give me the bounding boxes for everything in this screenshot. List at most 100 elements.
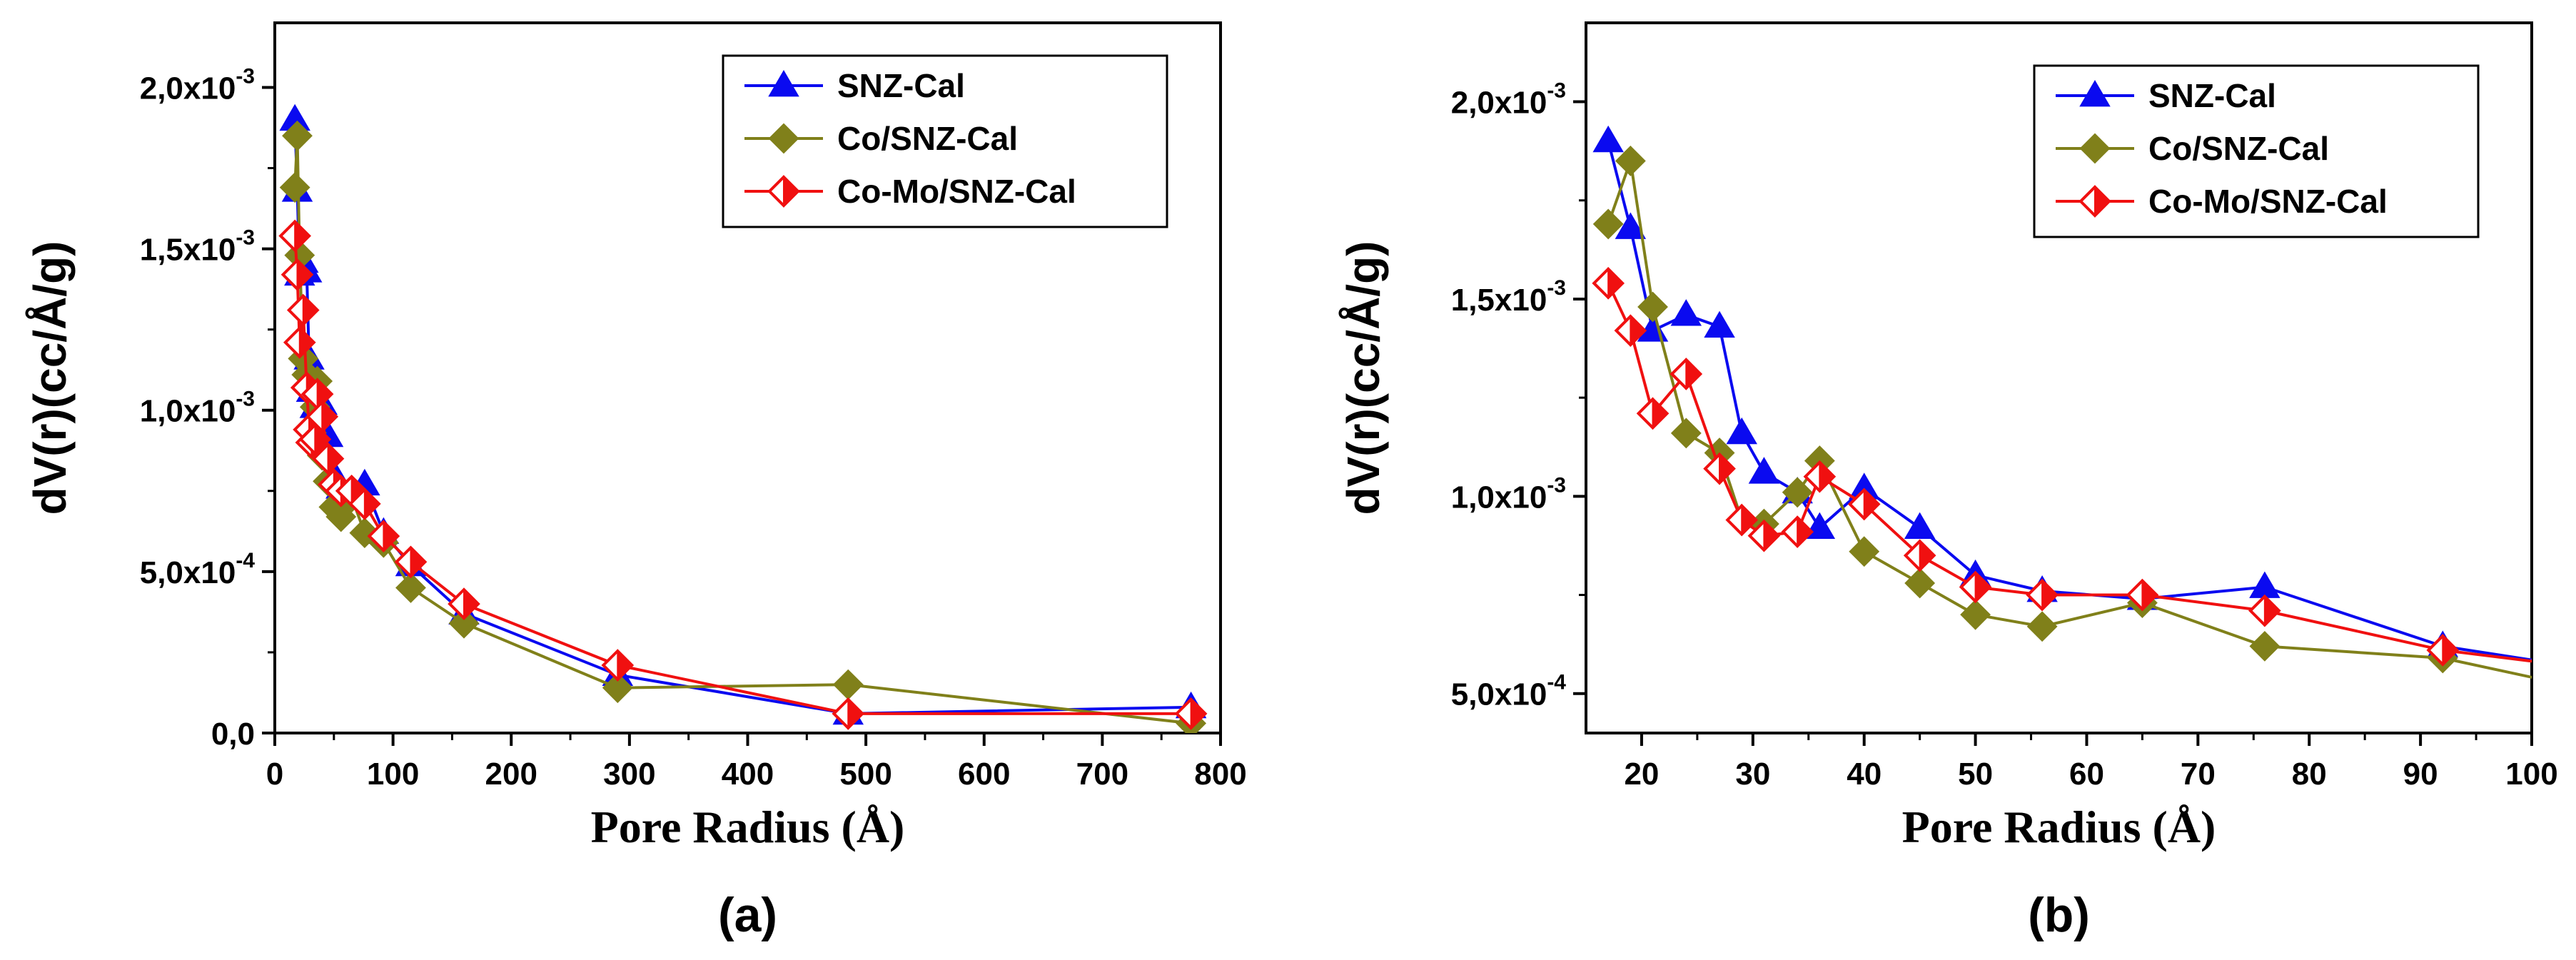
marker-triangle [1670, 299, 1702, 326]
marker-half-diamond [448, 587, 480, 620]
x-tick-label: 100 [367, 757, 419, 792]
marker-triangle [1592, 125, 1624, 153]
legend-label: Co/SNZ-Cal [2148, 130, 2329, 167]
x-tick-label: 700 [1076, 757, 1128, 792]
legend: SNZ-Cal Co/SNZ-Cal Co-Mo/SNZ-Cal [722, 54, 1168, 228]
marker-diamond [279, 172, 310, 203]
marker-triangle [768, 70, 799, 97]
marker-half-diamond [1670, 358, 1703, 390]
series-co-mo-snz-cal [278, 219, 1208, 730]
x-tick-label: 600 [958, 757, 1010, 792]
y-tick-label: 1,5x10-3 [1451, 276, 1566, 318]
chart-panel-b: 20 30 40 50 60 70 80 90 100 5,0x10-4 1,0x10-3 1,5x1… [1338, 21, 2558, 942]
x-tick-label: 400 [722, 757, 774, 792]
marker-diamond [1637, 291, 1668, 323]
marker-half-diamond [2426, 634, 2460, 667]
marker-triangle [2249, 571, 2280, 598]
x-tick-label: 200 [485, 757, 537, 792]
marker-half-diamond [2248, 594, 2281, 627]
plot-area [278, 103, 1208, 733]
marker-diamond [2026, 611, 2058, 642]
marker-half-diamond [2126, 578, 2159, 612]
marker-diamond [282, 120, 313, 151]
marker-half-diamond [283, 325, 316, 359]
marker-half-diamond [305, 400, 339, 433]
y-tick-label: 1,5x10-3 [140, 226, 255, 268]
x-tick-label: 0 [266, 757, 283, 792]
marker-half-diamond [1803, 460, 1837, 493]
marker-half-diamond [1174, 697, 1208, 730]
marker-half-diamond [348, 487, 381, 520]
marker-half-diamond [767, 175, 800, 208]
legend-label: Co-Mo/SNZ-Cal [837, 173, 1076, 210]
marker-half-diamond [367, 520, 400, 552]
marker-half-diamond [1903, 539, 1936, 572]
x-tick-label: 90 [2403, 757, 2438, 792]
marker-diamond [768, 123, 799, 154]
marker-half-diamond [1703, 452, 1736, 485]
marker-diamond [1904, 567, 1936, 599]
legend-label: Co-Mo/SNZ-Cal [2148, 183, 2388, 220]
legend: SNZ-Cal Co/SNZ-Cal Co-Mo/SNZ-Cal [2033, 64, 2480, 238]
y-tick-label: 0,0 [211, 717, 255, 752]
x-axis-title: Pore Radius (Å) [591, 802, 905, 852]
marker-half-diamond [1636, 397, 1670, 430]
legend-label: SNZ-Cal [2148, 77, 2276, 114]
x-tick-label: 80 [2292, 757, 2327, 792]
marker-triangle [1704, 310, 1735, 338]
x-tick-label: 100 [2505, 757, 2557, 792]
panel-label: (b) [2028, 888, 2090, 942]
x-tick-label: 800 [1194, 757, 1246, 792]
x-axis-title: Pore Radius (Å) [1902, 802, 2216, 852]
legend-label: Co/SNZ-Cal [837, 120, 1018, 157]
marker-half-diamond [1725, 503, 1759, 537]
marker-triangle [1726, 417, 1757, 445]
marker-diamond [325, 501, 357, 532]
marker-diamond [1615, 146, 1646, 176]
marker-half-diamond [832, 697, 865, 730]
plot-frame [1585, 21, 2533, 734]
x-tick-label: 30 [1735, 757, 1770, 792]
marker-diamond [602, 672, 633, 704]
y-tick-label: 5,0x10-4 [1451, 671, 1567, 712]
series-line [293, 236, 1191, 715]
marker-triangle [2079, 80, 2111, 107]
marker-diamond [1849, 536, 1880, 567]
series-line [1607, 160, 2532, 679]
marker-diamond [395, 572, 426, 603]
y-tick-label: 1,0x10-3 [1451, 473, 1566, 515]
legend-label: SNZ-Cal [837, 67, 965, 104]
marker-diamond [1670, 418, 1702, 449]
marker-half-diamond [1959, 570, 1992, 604]
marker-diamond [832, 669, 864, 700]
marker-diamond [1592, 208, 1624, 240]
marker-half-diamond [311, 442, 345, 475]
marker-half-diamond [286, 293, 320, 327]
marker-half-diamond [601, 649, 635, 682]
marker-diamond [2079, 133, 2111, 164]
y-axis-title: dV(r)(cc/Å/g) [1338, 241, 1389, 515]
marker-triangle [1904, 512, 1936, 539]
marker-half-diamond [281, 258, 314, 291]
series-co-mo-snz-cal [1592, 267, 2532, 667]
marker-half-diamond [278, 219, 311, 253]
marker-half-diamond [1747, 519, 1781, 552]
marker-half-diamond [394, 545, 428, 579]
chart-panel-a: 0 100 200 300 400 500 600 700 800 0,0 5,0x10-4 1,0x… [24, 21, 1247, 942]
marker-diamond [2249, 630, 2280, 662]
x-tick-label: 70 [2181, 757, 2216, 792]
marker-diamond [448, 607, 480, 639]
y-axis-title: dV(r)(cc/Å/g) [24, 241, 76, 515]
marker-half-diamond [2079, 185, 2111, 218]
marker-triangle [1748, 457, 1780, 484]
x-tick-label: 50 [1958, 757, 1993, 792]
x-tick-label: 60 [2069, 757, 2104, 792]
y-tick-label: 2,0x10-3 [1451, 79, 1566, 121]
panel-label: (a) [718, 888, 777, 942]
marker-diamond [1782, 477, 1813, 508]
marker-half-diamond [2026, 578, 2059, 612]
y-tick-label: 5,0x10-4 [140, 549, 256, 590]
marker-diamond [1960, 599, 1991, 630]
marker-half-diamond [1592, 267, 1625, 300]
